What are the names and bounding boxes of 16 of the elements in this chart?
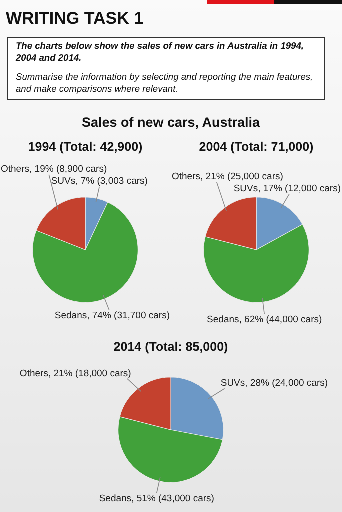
slice-label: SUVs, 7% (3,003 cars) bbox=[51, 176, 148, 188]
text: The charts below show the sales of new cars in Australia in 1994, 2004 and 2014. bbox=[16, 41, 305, 64]
slice-label: Sedans, 62% (44,000 cars) bbox=[207, 314, 322, 326]
slice-label: Others, 21% (18,000 cars) bbox=[20, 368, 132, 380]
slice-label: Others, 21% (25,000 cars) bbox=[172, 172, 284, 183]
chart-title: 2014 (Total: 85,000) bbox=[112, 340, 230, 355]
chart-title: 2004 (Total: 71,000) bbox=[198, 140, 315, 155]
slice-label: Sedans, 51% (43,000 cars) bbox=[99, 494, 214, 505]
text: Sales of new cars, Australia bbox=[80, 115, 262, 130]
text: Summarise the information by selecting and reporting the main features, and make comparisons where relevant. bbox=[16, 72, 314, 95]
text: WRITING TASK 1 bbox=[6, 9, 144, 29]
slice-label: Others, 19% (8,900 cars) bbox=[1, 164, 108, 176]
chart-title: 1994 (Total: 42,900) bbox=[27, 140, 144, 155]
slice-label: SUVs, 17% (12,000 cars) bbox=[234, 184, 341, 195]
slice-label: SUVs, 28% (24,000 cars) bbox=[220, 378, 328, 390]
slice-label: Sedans, 74% (31,700 cars) bbox=[54, 310, 170, 322]
